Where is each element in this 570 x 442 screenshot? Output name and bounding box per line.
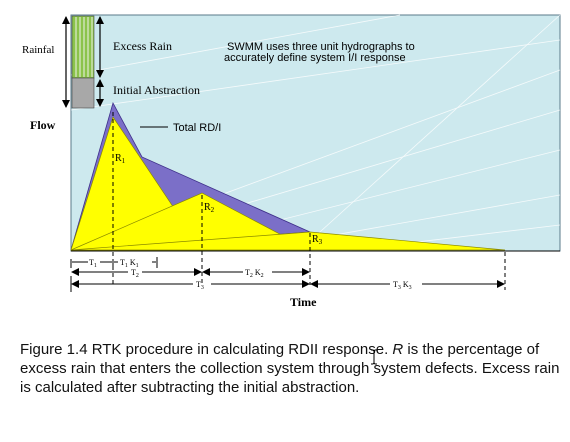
hydrograph-r3 (70, 231, 506, 251)
t3-label: T3 (196, 280, 204, 291)
excess-rain-bar (71, 15, 95, 79)
rainfall-label: Rainfal (22, 44, 54, 56)
t1k1-label: T1 K1 (120, 258, 139, 269)
peak-guides (112, 112, 311, 285)
initial-abstraction-bar (71, 77, 95, 109)
flow-label: Flow (30, 118, 56, 132)
excess-rain-label: Excess Rain (113, 39, 172, 53)
t3-row (70, 252, 506, 292)
time-label: Time (290, 295, 317, 309)
rtk-diagram: R1 R2 R3 Rainfal Excess Rain SWMM uses t… (22, 14, 561, 309)
caption-r-symbol: R (392, 341, 404, 358)
r1-label: R1 (115, 153, 126, 165)
figure-caption: Figure 1.4 RTK procedure in calculating … (20, 340, 560, 397)
caption-suffix: is the percentage of excess rain that en… (20, 341, 560, 396)
note-line2: accurately define system I/I response (224, 52, 406, 64)
t1-row (70, 257, 158, 268)
t1-label: T1 (89, 258, 97, 269)
rtk-diagram-svg: R1 R2 R3 Rainfal Excess Rain SWMM uses t… (22, 14, 561, 309)
initial-abstraction-label: Initial Abstraction (113, 83, 200, 97)
excess-rain-bar-stripes (75, 17, 93, 77)
text-cursor-icon (371, 349, 377, 365)
r2-label: R2 (204, 202, 215, 214)
t3k3-label: T3 K3 (393, 280, 412, 291)
r3-label: R3 (312, 234, 323, 246)
t2-label: T2 (131, 268, 139, 279)
caption-prefix: Figure 1.4 RTK procedure in calculating … (20, 341, 393, 358)
t2k2-label: T2 K2 (245, 268, 264, 279)
note-line1: SWMM uses three unit hydrographs to (227, 41, 415, 53)
total-rdi-label: Total RD/I (173, 122, 221, 134)
